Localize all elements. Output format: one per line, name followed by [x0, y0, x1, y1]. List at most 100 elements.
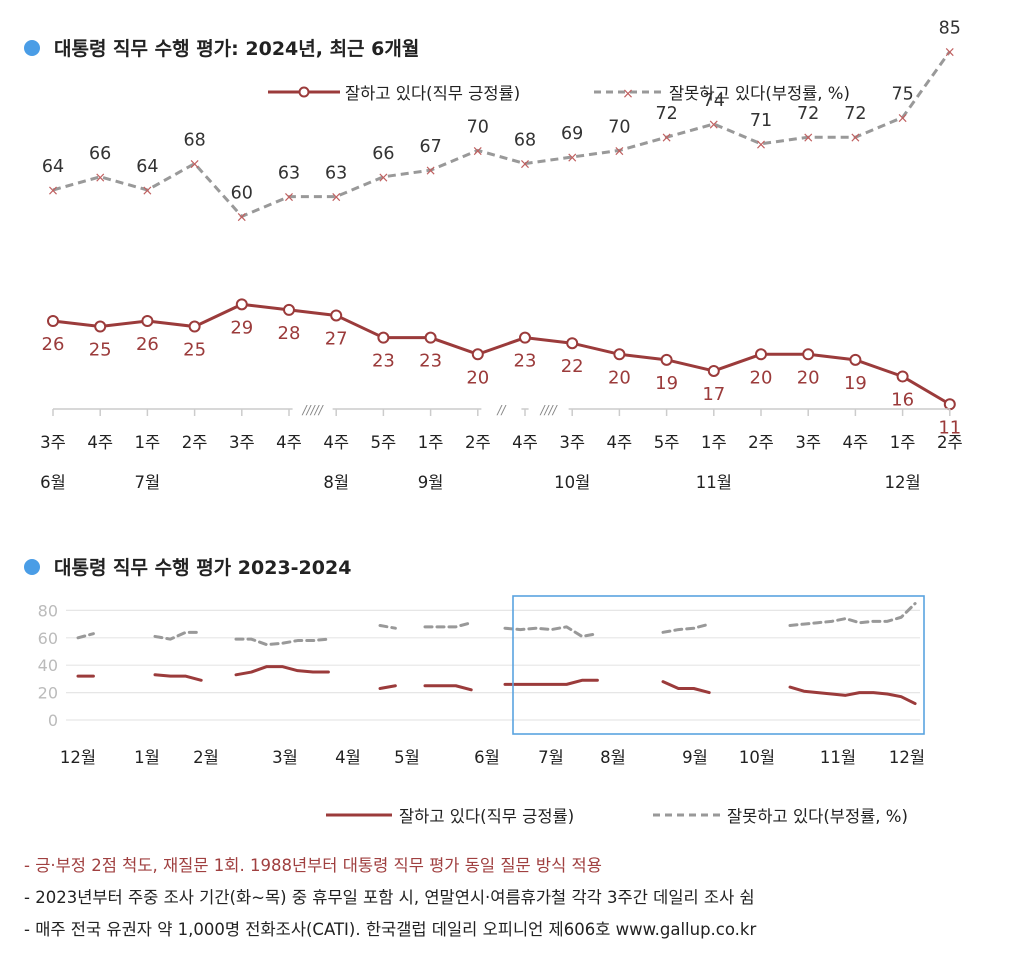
axis-break-mark: //// [540, 403, 559, 417]
legend-negative-marker: × [622, 86, 634, 102]
negative-data-label: 67 [419, 137, 441, 157]
positive-point-marker [141, 315, 154, 327]
negative-point-marker: × [189, 157, 201, 173]
x-tick-label-week: 4주 [512, 433, 538, 452]
positive-point-marker [283, 303, 295, 316]
legend-positive-marker [298, 86, 310, 98]
y-tick-label: 60 [38, 629, 58, 648]
series-negative-segment [661, 622, 711, 634]
positive-data-label: 20 [797, 367, 820, 388]
series-positive-segment [153, 673, 203, 682]
legend-positive-label: 잘하고 있다(직무 긍정률) [399, 807, 574, 826]
negative-point-marker: × [283, 190, 295, 206]
positive-data-label: 25 [89, 340, 112, 361]
negative-data-label: 63 [278, 164, 300, 184]
x-tick-label-week: 5주 [371, 433, 397, 452]
positive-data-label: 26 [136, 334, 159, 355]
positive-data-label: 11 [938, 417, 961, 438]
negative-point-marker: × [661, 130, 673, 146]
x-tick-label-week: 4주 [607, 433, 633, 452]
negative-data-label: 63 [325, 164, 347, 184]
chart1-plot: 잘하고 있다(직무 긍정률) × 잘못하고 있다(부정률, %) × 64 × 66 × 64 ×… [40, 18, 963, 492]
positive-data-label: 20 [608, 367, 631, 388]
x-tick-label-week: 2주 [465, 433, 491, 452]
highlight-box [512, 595, 925, 735]
x-tick-label-week: 1주 [701, 433, 727, 452]
negative-data-label: 66 [372, 144, 394, 164]
positive-point-marker [755, 348, 767, 361]
negative-data-label: 64 [136, 157, 158, 177]
chart2-plot: 0 20 40 60 80 12월 1월 2월 3월 4월 5월 6월 7월 8월 9월 10월 11월 12월잘… [38, 595, 925, 826]
x-tick-label-week: 2주 [748, 433, 774, 452]
negative-data-label: 85 [939, 18, 961, 38]
negative-point-marker: × [708, 117, 720, 133]
x-tick-label-month: 2월 [193, 748, 219, 767]
positive-point-marker [849, 353, 862, 366]
x-tick-label-month: 6월 [474, 748, 500, 767]
footnote-2: - 2023년부터 주중 조사 기간(화~목) 중 휴무일 포함 시, 연말연시… [24, 888, 755, 907]
x-tick-label-week: 3주 [40, 433, 66, 452]
x-tick-label-month: 3월 [272, 748, 298, 767]
x-tick-label-month: 10월 [739, 748, 775, 767]
x-tick-label-week: 2주 [182, 433, 208, 452]
positive-data-label: 28 [278, 323, 301, 344]
negative-data-label: 64 [42, 157, 64, 177]
series-negative-segment [378, 623, 397, 630]
negative-data-label: 69 [561, 124, 583, 144]
x-tick-label-week: 4주 [87, 433, 113, 452]
x-tick-label-month: 1월 [134, 748, 160, 767]
series-positive-segment [378, 684, 397, 690]
positive-data-label: 19 [844, 373, 867, 394]
x-tick-label-week: 3주 [795, 433, 821, 452]
series-negative-line [52, 50, 952, 219]
negative-data-label: 71 [750, 111, 772, 131]
x-tick-label-month: 6월 [40, 473, 66, 492]
negative-data-label: 75 [891, 84, 913, 104]
positive-point-marker [707, 364, 720, 377]
chart1-title-text: 대통령 직무 수행 평가: 2024년, 최근 6개월 [54, 38, 420, 60]
axis-break-mark: ///// [301, 403, 324, 417]
x-tick-label-month: 8월 [323, 473, 349, 492]
axis-break-gap [481, 402, 522, 416]
x-tick-label-month: 7월 [538, 748, 564, 767]
positive-data-label: 25 [183, 340, 206, 361]
negative-point-marker: × [566, 150, 578, 166]
negative-point-marker: × [47, 183, 59, 199]
x-tick-label-month: 8월 [600, 748, 626, 767]
series-negative-segment [788, 602, 917, 627]
x-tick-label-month: 9월 [418, 473, 444, 492]
positive-point-marker [896, 370, 909, 383]
negative-data-label: 60 [231, 183, 253, 203]
negative-point-marker: × [425, 163, 437, 179]
chart2-title-text: 대통령 직무 수행 평가 2023-2024 [54, 557, 352, 579]
x-tick-label-month: 12월 [885, 473, 921, 492]
x-tick-label-week: 1주 [135, 433, 161, 452]
positive-point-marker [47, 315, 59, 327]
x-tick-label-week: 1주 [890, 433, 916, 452]
x-tick-label-month: 5월 [394, 748, 420, 767]
x-tick-label-week: 4주 [276, 433, 302, 452]
axis-break-mark: // [496, 403, 507, 417]
negative-data-label: 68 [514, 131, 536, 151]
positive-point-marker [566, 337, 579, 350]
negative-point-marker: × [142, 183, 154, 199]
series-positive-segment [423, 684, 473, 692]
positive-data-label: 26 [42, 334, 65, 355]
y-tick-label: 40 [38, 656, 58, 675]
series-negative-segment [503, 625, 599, 638]
positive-data-label: 27 [325, 328, 348, 349]
negative-point-marker: × [614, 143, 626, 159]
negative-data-label: 70 [467, 117, 489, 137]
x-tick-label-week: 2주 [937, 433, 963, 452]
positive-data-label: 17 [702, 384, 725, 405]
negative-point-marker: × [944, 44, 956, 60]
bullet-dot-icon [24, 558, 40, 575]
y-tick-label: 20 [38, 684, 58, 703]
series-positive-segment [503, 678, 599, 686]
series-negative-segment [76, 632, 95, 640]
negative-point-marker: × [755, 137, 767, 153]
negative-data-label: 72 [844, 104, 866, 124]
negative-data-label: 66 [89, 144, 111, 164]
positive-point-marker [471, 348, 484, 361]
axis-break-gap [292, 402, 333, 416]
